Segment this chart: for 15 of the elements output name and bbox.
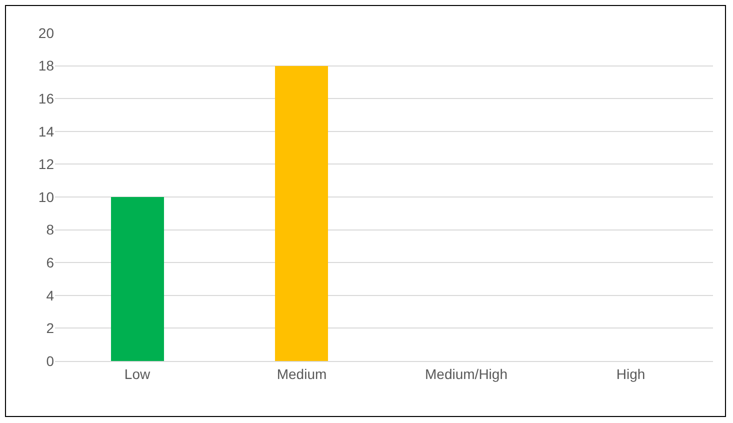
x-tick-label: High xyxy=(616,366,646,382)
y-tick-label: 18 xyxy=(38,58,54,74)
y-tick-label: 6 xyxy=(46,254,54,270)
y-tick-label: 2 xyxy=(46,320,54,336)
y-tick-label: 10 xyxy=(38,188,54,205)
y-tick-label: 12 xyxy=(38,156,54,172)
x-tick-label: Medium xyxy=(276,366,327,382)
y-tick-label: 14 xyxy=(38,123,54,140)
y-tick-label: 4 xyxy=(46,287,54,304)
y-tick-label: 20 xyxy=(38,24,54,41)
x-tick-label: Medium/High xyxy=(425,366,508,382)
y-tick-label: 0 xyxy=(46,352,54,369)
x-tick-label: Low xyxy=(124,366,151,382)
y-tick-label: 8 xyxy=(46,222,54,238)
y-tick-label: 16 xyxy=(38,90,54,106)
